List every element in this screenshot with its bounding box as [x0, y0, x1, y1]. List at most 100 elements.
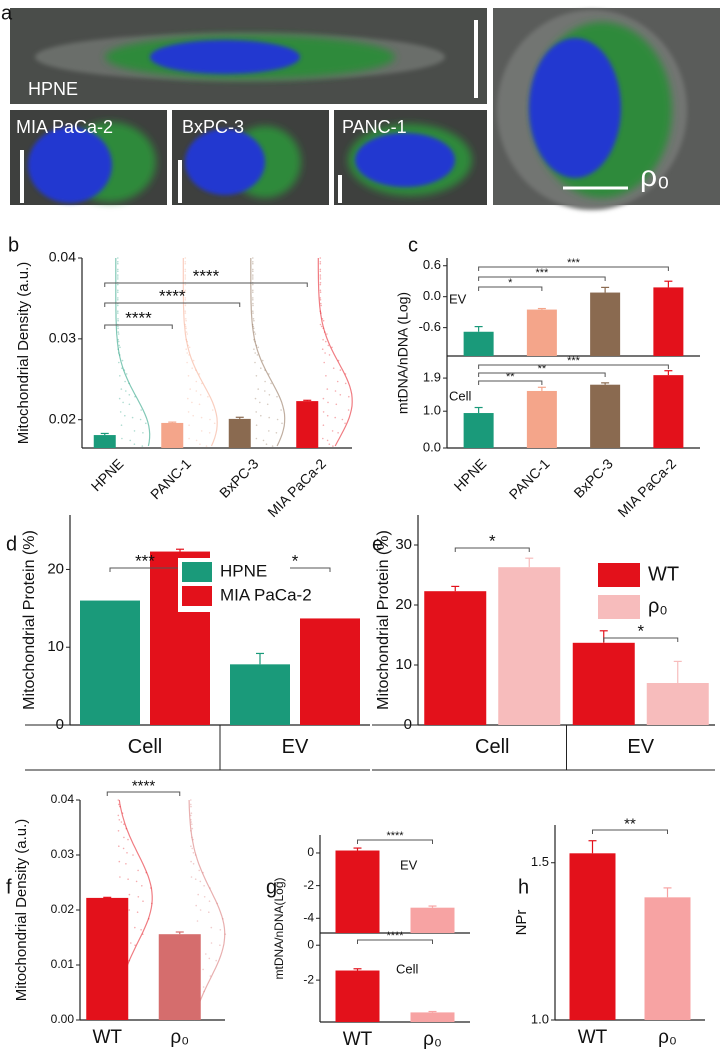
distribution-dot [208, 900, 211, 902]
x-tick-label: MIA PaCa-2 [264, 455, 329, 520]
significance-bracket [357, 939, 433, 944]
distribution-dot [322, 424, 325, 427]
y-tick-label: 0.0 [423, 439, 441, 454]
distribution-dot [280, 409, 282, 411]
distribution-dot [210, 942, 213, 944]
distribution-dot [128, 959, 131, 962]
y-tick-label: 0.02 [49, 410, 76, 426]
distribution-dot [194, 878, 197, 880]
distribution-dot [125, 827, 128, 830]
distribution-dot [222, 918, 224, 920]
distribution-dot [259, 401, 261, 404]
distribution-dot [121, 359, 124, 362]
distribution-dot [203, 990, 205, 993]
y-tick-label: 0.00 [51, 1012, 75, 1026]
distribution-dot [128, 909, 131, 911]
bar [498, 567, 561, 725]
distribution-dot [117, 340, 120, 343]
distribution-dot [198, 869, 200, 872]
y-axis-label: Mitochondrial Protein (%) [21, 530, 38, 710]
significance-label: * [508, 277, 513, 289]
significance-label: * [637, 622, 644, 641]
significance-bracket [478, 364, 669, 369]
distribution-dot [320, 312, 322, 314]
distribution-dot [268, 430, 270, 432]
distribution-dot [151, 902, 153, 905]
distribution-dot [268, 373, 270, 375]
distribution-dot [252, 318, 255, 320]
bar [80, 600, 140, 725]
distribution-dot [184, 274, 187, 276]
bar [653, 287, 684, 356]
distribution-dot [197, 893, 199, 896]
distribution-dot [268, 416, 271, 419]
distribution-dot [134, 926, 136, 929]
distribution-dot [201, 382, 203, 385]
significance-label: *** [567, 355, 581, 367]
nucleus-stain [529, 38, 621, 178]
significance-label: *** [567, 257, 581, 269]
distribution-dot [185, 327, 187, 330]
panel-letter: f [6, 876, 12, 898]
distribution-dot [117, 333, 120, 335]
y-tick-label: 0 [307, 845, 314, 859]
x-tick-label: ρ₀ [170, 1027, 189, 1048]
x-tick-label: PANC-1 [147, 455, 194, 502]
distribution-dot [322, 397, 325, 400]
distribution-dot [131, 416, 134, 419]
distribution-dot [184, 270, 187, 273]
bar [646, 683, 709, 725]
distribution-dot [119, 346, 121, 349]
bar [644, 897, 691, 1020]
distribution-dot [268, 394, 271, 396]
distribution-dot [195, 390, 198, 392]
x-tick-label: Cell [128, 736, 162, 758]
distribution-dot [252, 289, 254, 292]
distribution-dot [132, 854, 134, 856]
distribution-dot [120, 388, 123, 390]
distribution-dot [281, 422, 283, 425]
distribution-dot [219, 929, 222, 931]
distribution-dot [213, 422, 216, 425]
significance-bracket [104, 302, 241, 307]
distribution-dot [128, 893, 131, 896]
distribution-dot [117, 289, 119, 292]
distribution-dot [134, 944, 136, 946]
distribution-dot [275, 432, 278, 434]
y-tick-label: 1.5 [531, 854, 549, 869]
distribution-dot [319, 257, 322, 259]
distribution-dot [320, 302, 322, 305]
distribution-dot [257, 388, 260, 390]
distribution-dot [184, 299, 187, 301]
distribution-dot [255, 375, 258, 377]
distribution-dot [188, 354, 190, 356]
significance-label: **** [159, 287, 186, 306]
distribution-dot [142, 900, 144, 902]
distribution-dot [264, 380, 266, 383]
subplot-label: EV [400, 857, 418, 872]
distribution-dot [117, 304, 119, 307]
distribution-dot [199, 394, 202, 396]
significance-bracket [104, 324, 173, 329]
x-tick-label: HPNE [88, 455, 127, 494]
distribution-dot [326, 388, 329, 390]
distribution-dot [319, 274, 322, 276]
significance-bracket [478, 380, 543, 385]
distribution-dot [194, 854, 197, 856]
distribution-dot [327, 401, 329, 404]
distribution-dot [336, 380, 339, 383]
significance-label: *** [535, 267, 549, 279]
distribution-dot [319, 289, 322, 292]
distribution-dot [252, 283, 254, 286]
distribution-dot [118, 344, 120, 347]
x-tick-label: WT [92, 1027, 122, 1048]
y-axis-label: Mitochondrial Density (a.u.) [15, 262, 32, 445]
y-tick-label: -4 [303, 910, 314, 924]
distribution-dot [276, 418, 279, 421]
distribution-dot [254, 333, 257, 335]
distribution-dot [210, 926, 213, 929]
distribution-dot [148, 918, 150, 920]
distribution-dot [117, 327, 119, 330]
significance-label: **** [386, 830, 404, 842]
